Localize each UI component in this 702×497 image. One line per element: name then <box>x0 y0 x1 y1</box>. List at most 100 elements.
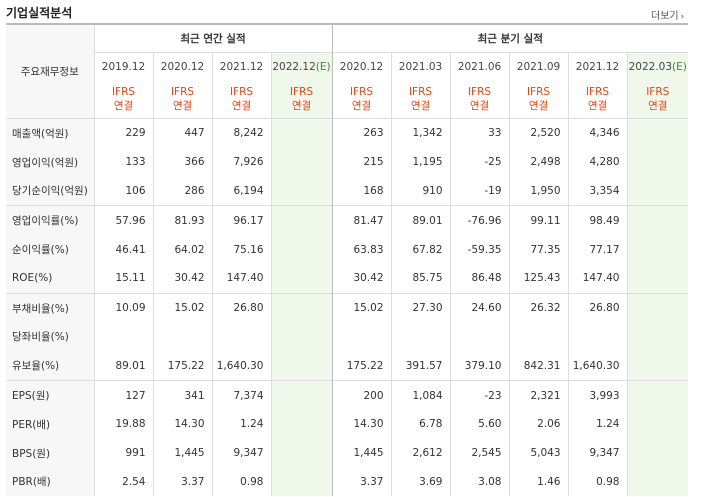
value-cell: 30.42 <box>331 263 391 294</box>
value-cell <box>270 205 332 236</box>
value-cell: 89.01 <box>93 351 153 381</box>
value-cell: -23 <box>449 380 509 410</box>
period-header: 2021.12 <box>567 52 627 80</box>
value-cell: -76.96 <box>449 205 509 236</box>
consolidated-label: 연결 <box>528 100 549 112</box>
table-row: 영업이익률(%) 57.96 81.93 96.17 81.47 89.01 -76.96 9… <box>6 205 688 236</box>
table-row: PBR(배) 2.54 3.37 0.98 3.37 3.69 3.08 1.46 0.98 <box>6 467 688 497</box>
value-cell: 379.10 <box>449 351 509 381</box>
value-cell: 0.98 <box>211 467 271 497</box>
value-cell: 30.42 <box>152 263 212 294</box>
period-label: 2021.03 <box>398 60 443 73</box>
value-cell: 1.24 <box>567 409 627 439</box>
value-cell <box>449 322 509 352</box>
value-cell: 2.06 <box>508 409 568 439</box>
value-cell: 0.98 <box>567 467 627 497</box>
table-row: 유보율(%) 89.01 175.22 1,640.30 175.22 391.57 379… <box>6 351 688 381</box>
value-cell: 175.22 <box>331 351 391 381</box>
value-cell: 168 <box>331 176 391 206</box>
ifrs-label: IFRS <box>349 86 374 98</box>
period-label: 2021.09 <box>516 60 561 73</box>
ifrs-label: IFRS <box>467 86 492 98</box>
value-cell <box>270 263 332 294</box>
table-row: 부채비율(%) 10.09 15.02 26.80 15.02 27.30 24.60 26.… <box>6 292 688 323</box>
table-row: 당좌비율(%) <box>6 322 688 352</box>
value-cell: 1,445 <box>331 438 391 468</box>
consolidated-label: 연결 <box>231 100 252 112</box>
row-label: 유보율(%) <box>6 351 95 381</box>
accounting-standard: IFRS 연결 <box>211 80 271 119</box>
value-cell <box>626 351 688 381</box>
period-label: 2021.12 <box>219 60 264 73</box>
value-cell: 14.30 <box>152 409 212 439</box>
value-cell <box>152 322 212 352</box>
row-header: 주요재무정보 <box>6 23 95 119</box>
value-cell: 147.40 <box>567 263 627 294</box>
value-cell: 133 <box>93 147 153 177</box>
section-title: 기업실적분석 <box>6 6 73 20</box>
row-label: EPS(원) <box>6 380 95 410</box>
value-cell: 57.96 <box>93 205 153 236</box>
value-cell: 77.35 <box>508 235 568 264</box>
table-row: PER(배) 19.88 14.30 1.24 14.30 6.78 5.60 2.06 1.2… <box>6 409 688 439</box>
value-cell: 3.37 <box>152 467 212 497</box>
value-cell: 33 <box>449 117 509 148</box>
period-header: 2021.03 <box>390 52 450 80</box>
value-cell: 81.47 <box>331 205 391 236</box>
value-cell: 147.40 <box>211 263 271 294</box>
accounting-standard: IFRS 연결 <box>449 80 509 119</box>
value-cell <box>270 117 332 148</box>
value-cell: 1,445 <box>152 438 212 468</box>
value-cell: 7,926 <box>211 147 271 177</box>
value-cell <box>626 176 688 206</box>
consolidated-label: 연결 <box>291 100 312 112</box>
consolidated-label: 연결 <box>469 100 490 112</box>
value-cell <box>626 205 688 236</box>
value-cell: 229 <box>93 117 153 148</box>
value-cell: 1,640.30 <box>211 351 271 381</box>
ifrs-label: IFRS <box>408 86 433 98</box>
annual-title: 최근 연간 실적 <box>94 23 332 53</box>
table-row: EPS(원) 127 341 7,374 200 1,084 -23 2,321 3,993 <box>6 380 688 410</box>
value-cell <box>270 467 332 497</box>
row-label: PBR(배) <box>6 467 95 497</box>
value-cell <box>626 409 688 439</box>
value-cell: 26.80 <box>567 292 627 323</box>
value-cell: 75.16 <box>211 235 271 264</box>
value-cell: 991 <box>93 438 153 468</box>
value-cell: 1,640.30 <box>567 351 627 381</box>
row-label: 당좌비율(%) <box>6 322 95 352</box>
consolidated-label: 연결 <box>351 100 372 112</box>
value-cell: 9,347 <box>567 438 627 468</box>
table-row: 매출액(억원) 229 447 8,242 263 1,342 33 2,520 4,346 <box>6 117 688 148</box>
period-header: 2020.12 <box>331 52 391 80</box>
period-label: 2022.03 <box>628 60 673 73</box>
value-cell <box>626 263 688 294</box>
value-cell: 910 <box>390 176 450 206</box>
period-header: 2022.12(E) <box>270 52 332 80</box>
accounting-standard: IFRS 연결 <box>270 80 332 119</box>
row-label: 부채비율(%) <box>6 292 95 323</box>
value-cell <box>270 380 332 410</box>
period-header: 2021.09 <box>508 52 568 80</box>
value-cell <box>331 322 391 352</box>
table-row: 순이익률(%) 46.41 64.02 75.16 63.83 67.82 -59.35 77… <box>6 235 688 264</box>
accounting-standard: IFRS 연결 <box>152 80 212 119</box>
table-row: BPS(원) 991 1,445 9,347 1,445 2,612 2,545 5,043 9… <box>6 438 688 468</box>
value-cell: 2,545 <box>449 438 509 468</box>
value-cell: 89.01 <box>390 205 450 236</box>
accounting-standard: IFRS 연결 <box>626 80 688 119</box>
period-label: 2020.12 <box>160 60 205 73</box>
value-cell: 86.48 <box>449 263 509 294</box>
value-cell: 447 <box>152 117 212 148</box>
value-cell <box>626 117 688 148</box>
row-label: PER(배) <box>6 409 95 439</box>
value-cell: 1.24 <box>211 409 271 439</box>
table-row: 당기순이익(억원) 106 286 6,194 168 910 -19 1,950 3,354 <box>6 176 688 206</box>
accounting-standard: IFRS 연결 <box>331 80 391 119</box>
period-header: 2019.12 <box>93 52 153 80</box>
value-cell: 27.30 <box>390 292 450 323</box>
value-cell: 842.31 <box>508 351 568 381</box>
more-link[interactable]: 더보기 › <box>651 7 684 22</box>
consolidated-label: 연결 <box>113 100 134 112</box>
